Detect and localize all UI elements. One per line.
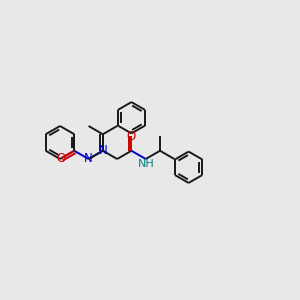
Text: N: N [98,144,107,157]
Text: O: O [127,130,136,143]
Text: NH: NH [138,159,155,170]
Text: O: O [56,152,66,165]
Text: N: N [84,152,93,166]
